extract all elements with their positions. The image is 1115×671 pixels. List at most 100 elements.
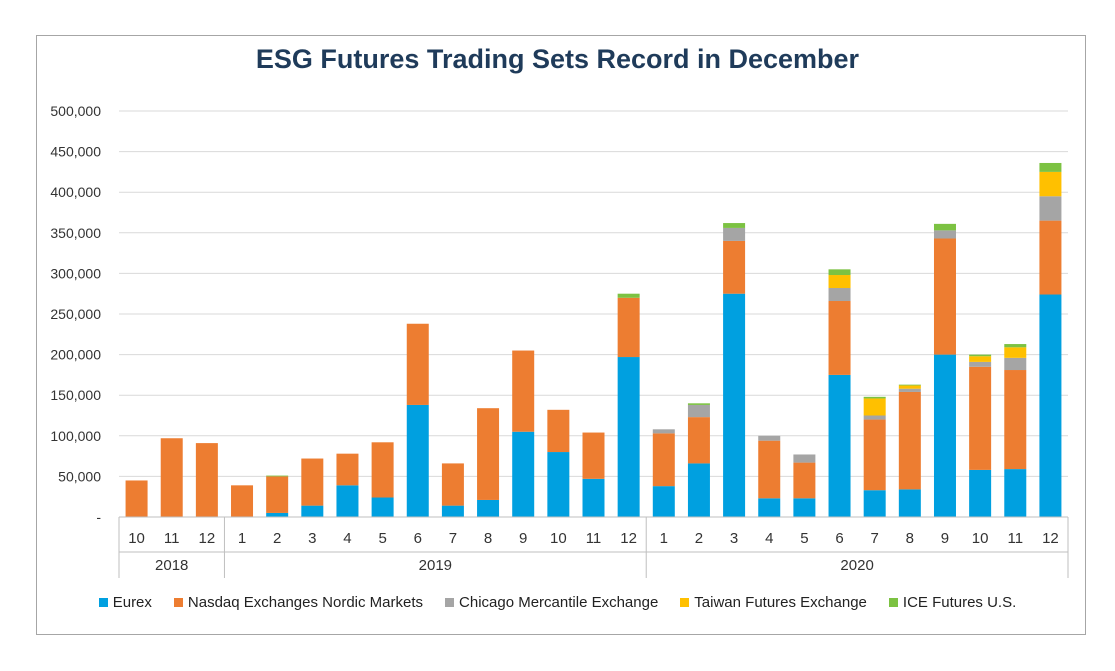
y-tick-label: 400,000 <box>50 184 101 200</box>
legend-item: Chicago Mercantile Exchange <box>445 594 658 611</box>
bar-0-14 <box>617 357 640 517</box>
x-tick-label: 9 <box>941 530 949 547</box>
bar-0-4 <box>266 512 289 517</box>
bar-1-5 <box>301 458 324 506</box>
bar-1-15 <box>652 433 675 487</box>
bar-1-22 <box>898 391 921 490</box>
legend-label: Chicago Mercantile Exchange <box>459 594 659 611</box>
y-tick-label: - <box>96 509 101 525</box>
bar-2-21 <box>863 415 886 420</box>
bar-1-21 <box>863 419 886 491</box>
legend-swatch <box>445 598 455 607</box>
bar-1-1 <box>160 438 183 517</box>
bar-2-18 <box>758 435 781 441</box>
bar-3-24 <box>969 356 992 362</box>
legend-item: Eurex <box>98 594 152 611</box>
bar-0-21 <box>863 490 886 517</box>
legend-label: Eurex <box>112 594 152 611</box>
y-tick-label: 150,000 <box>50 387 101 403</box>
legend-item: ICE Futures U.S. <box>888 594 1016 611</box>
x-tick-label: 12 <box>620 530 637 547</box>
bar-0-17 <box>723 293 746 517</box>
legend-label: Nasdaq Exchanges Nordic Markets <box>187 594 424 611</box>
legend-swatch <box>888 598 898 607</box>
year-group-label: 2018 <box>155 557 188 574</box>
x-tick-label: 10 <box>550 530 567 547</box>
bar-4-22 <box>898 384 921 386</box>
bar-1-0 <box>125 480 148 517</box>
bar-3-25 <box>1004 347 1027 358</box>
bar-1-14 <box>617 297 640 358</box>
bar-1-3 <box>231 485 254 517</box>
bar-4-24 <box>969 354 992 357</box>
bar-1-25 <box>1004 370 1027 470</box>
bar-3-20 <box>828 275 851 289</box>
x-tick-label: 2 <box>695 530 703 547</box>
legend-swatch <box>680 598 690 607</box>
x-tick-label: 11 <box>1007 530 1023 547</box>
y-tick-label: 450,000 <box>50 144 101 160</box>
bar-1-2 <box>195 443 218 517</box>
legend-swatch <box>98 598 108 607</box>
bar-4-21 <box>863 396 886 399</box>
bar-1-23 <box>933 238 956 355</box>
bar-3-22 <box>898 385 921 389</box>
x-tick-label: 7 <box>449 530 457 547</box>
bar-2-16 <box>687 404 710 418</box>
x-tick-label: 11 <box>164 530 180 547</box>
bar-1-6 <box>336 453 359 486</box>
bar-1-19 <box>793 462 816 499</box>
x-tick-label: 9 <box>519 530 527 547</box>
bar-0-5 <box>301 505 324 517</box>
bar-1-18 <box>758 440 781 499</box>
bar-2-19 <box>793 454 816 463</box>
x-tick-label: 1 <box>660 530 668 547</box>
x-tick-label: 4 <box>343 530 351 547</box>
bar-1-8 <box>406 323 429 405</box>
bar-4-16 <box>687 403 710 405</box>
bar-0-13 <box>582 478 605 517</box>
x-tick-label: 11 <box>586 530 602 547</box>
bar-1-24 <box>969 366 992 470</box>
bar-0-16 <box>687 463 710 517</box>
bar-2-22 <box>898 388 921 392</box>
bar-1-12 <box>547 409 570 453</box>
bar-0-24 <box>969 469 992 517</box>
y-tick-label: 250,000 <box>50 306 101 322</box>
bar-4-25 <box>1004 344 1027 348</box>
bar-4-20 <box>828 269 851 276</box>
bar-0-19 <box>793 498 816 517</box>
bar-2-17 <box>723 227 746 241</box>
bar-1-11 <box>512 350 535 432</box>
bar-4-26 <box>1039 162 1062 172</box>
x-tick-label: 6 <box>414 530 422 547</box>
bar-1-13 <box>582 432 605 479</box>
year-group-label: 2019 <box>419 557 452 574</box>
bar-0-7 <box>371 497 394 517</box>
bar-1-7 <box>371 442 394 498</box>
y-tick-label: 100,000 <box>50 428 101 444</box>
bar-0-26 <box>1039 294 1062 517</box>
x-tick-label: 3 <box>730 530 738 547</box>
bar-2-26 <box>1039 196 1062 221</box>
legend-label: Taiwan Futures Exchange <box>694 594 867 611</box>
bar-0-23 <box>933 354 956 517</box>
year-group-label: 2020 <box>840 557 873 574</box>
legend: Eurex Nasdaq Exchanges Nordic Markets Chic… <box>0 594 1115 611</box>
bar-0-15 <box>652 486 675 517</box>
x-tick-label: 8 <box>906 530 914 547</box>
y-tick-label: 350,000 <box>50 225 101 241</box>
x-tick-label: 6 <box>835 530 843 547</box>
bar-1-9 <box>441 463 464 506</box>
bar-0-9 <box>441 505 464 517</box>
x-tick-label: 8 <box>484 530 492 547</box>
bar-3-26 <box>1039 171 1062 197</box>
bar-4-14 <box>617 293 640 298</box>
bar-2-25 <box>1004 357 1027 371</box>
x-tick-label: 2 <box>273 530 281 547</box>
bar-3-21 <box>863 398 886 416</box>
bar-2-24 <box>969 361 992 367</box>
bar-0-25 <box>1004 469 1027 517</box>
bar-0-10 <box>477 499 500 517</box>
